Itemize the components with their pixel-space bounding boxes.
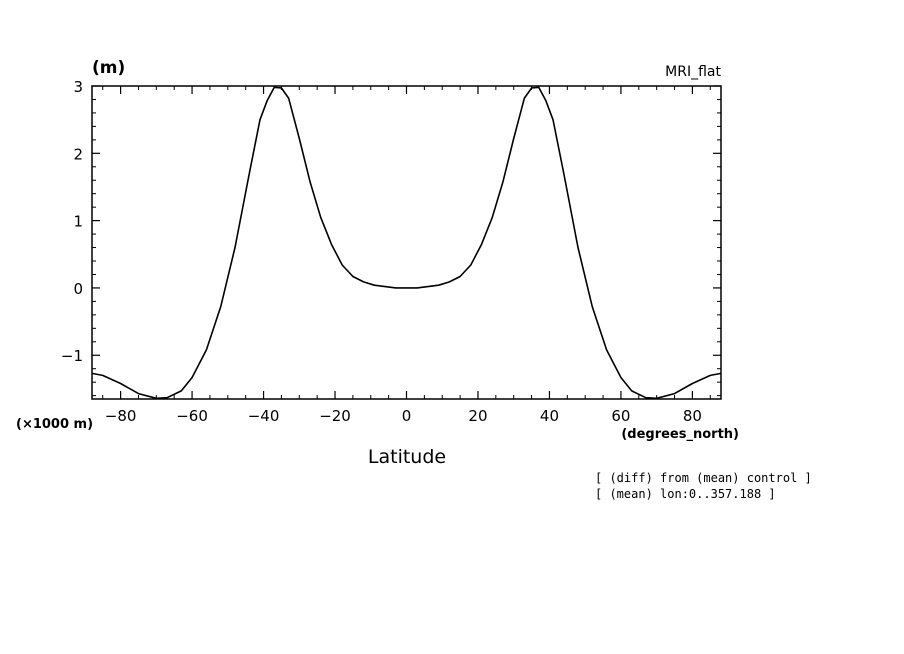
y-scale-label: (×1000 m)	[16, 417, 93, 432]
x-tick-label: 80	[683, 407, 702, 425]
x-tick-label: −40	[248, 407, 280, 425]
x-tick-label: −20	[319, 407, 351, 425]
chart-title: MRI_flat	[665, 64, 721, 80]
x-tick-label: −60	[176, 407, 208, 425]
y-tick-label: 2	[73, 145, 83, 163]
x-tick-label: 20	[468, 407, 487, 425]
x-tick-label: −80	[105, 407, 137, 425]
x-tick-label: 0	[402, 407, 412, 425]
x-tick-label: 60	[611, 407, 630, 425]
x-unit-label: (degrees_north)	[621, 427, 739, 442]
plot-frame	[91, 85, 722, 400]
x-axis-label: Latitude	[368, 446, 446, 468]
data-line	[91, 86, 722, 400]
note-line-1: [ (diff) from (mean) control ]	[595, 471, 812, 485]
y-tick-label: 3	[73, 78, 83, 96]
y-tick-label: 1	[73, 213, 83, 231]
x-tick-label: 40	[540, 407, 559, 425]
unit-label: (m)	[92, 58, 125, 78]
note-line-2: [ (mean) lon:0..357.188 ]	[595, 487, 776, 501]
y-tick-label: 0	[73, 280, 83, 298]
y-tick-label: −1	[61, 347, 83, 365]
